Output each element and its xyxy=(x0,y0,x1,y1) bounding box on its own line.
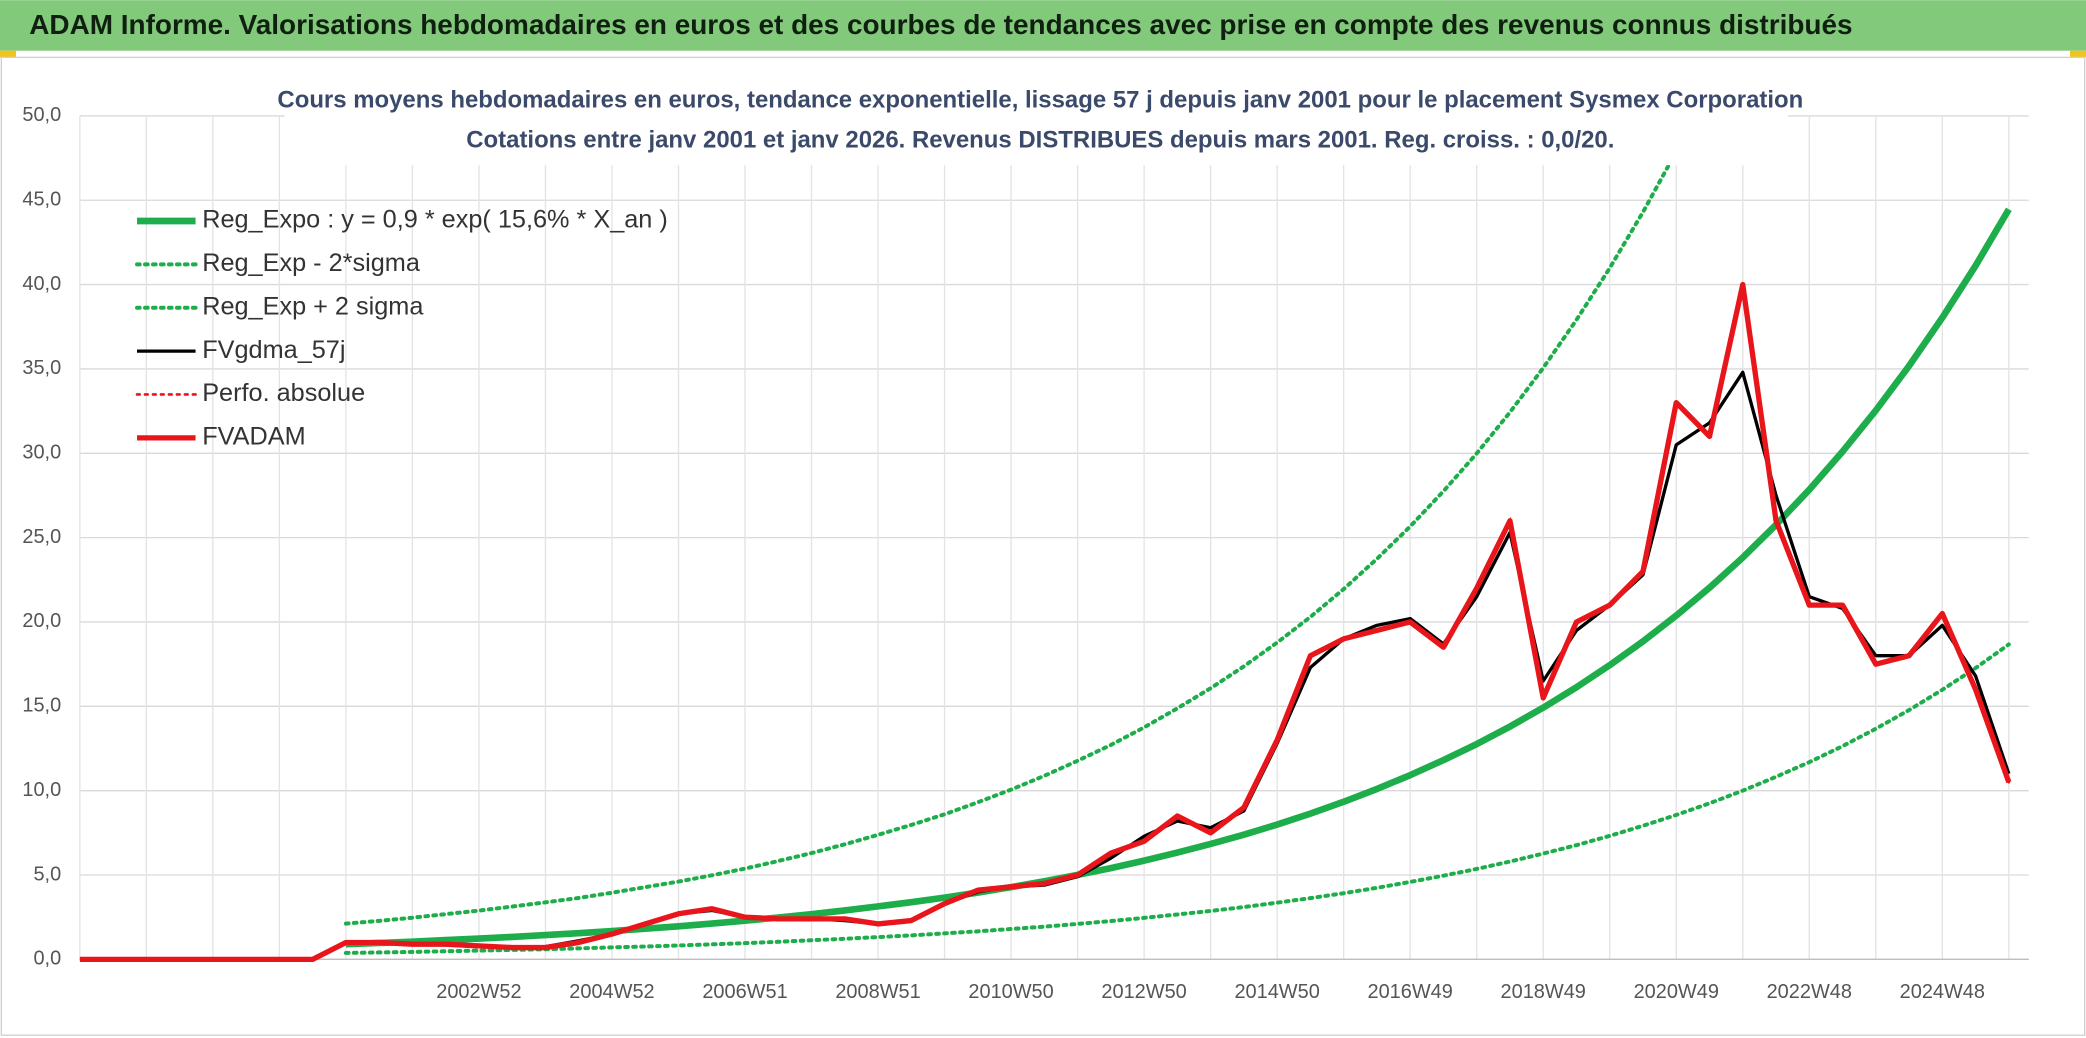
y-tick-label: 5,0 xyxy=(33,863,61,885)
legend-label: Reg_Exp + 2 sigma xyxy=(202,292,424,320)
y-tick-label: 40,0 xyxy=(22,273,61,295)
series-line xyxy=(79,281,2012,963)
legend-label: Reg_Expo : y = 0,9 * exp( 15,6% * X_an ) xyxy=(202,206,668,234)
x-tick-label: 2006W51 xyxy=(702,981,787,1003)
legend-label: Reg_Exp - 2*sigma xyxy=(202,249,421,277)
corner-accent xyxy=(0,50,16,58)
legend: Reg_Expo : y = 0,9 * exp( 15,6% * X_an )… xyxy=(135,206,668,451)
header-bar xyxy=(0,0,2086,51)
x-tick-label: 2024W48 xyxy=(1900,981,1985,1003)
x-tick-label: 2016W49 xyxy=(1367,981,1452,1003)
grid: 0,0 5,0 10,0 15,0 20,0 25,0 30,0 35,0 40,0 45,0 50… xyxy=(22,104,2029,1003)
y-tick-label: 25,0 xyxy=(22,526,61,548)
y-tick-label: 0,0 xyxy=(33,948,61,970)
y-tick-label: 20,0 xyxy=(22,610,61,632)
legend-label: FVgdma_57j xyxy=(202,336,345,364)
chart-subtitle: Cotations entre janv 2001 et janv 2026. … xyxy=(466,127,1614,154)
x-tick-label: 2012W50 xyxy=(1101,981,1186,1003)
chart-border xyxy=(0,56,2086,1036)
x-tick-label: 2008W51 xyxy=(835,981,920,1003)
y-tick-label: 50,0 xyxy=(22,104,61,126)
x-tick-label: 2010W50 xyxy=(968,981,1053,1003)
x-tick-label: 2022W48 xyxy=(1767,981,1852,1003)
y-tick-label: 35,0 xyxy=(22,357,61,379)
x-tick-label: 2002W52 xyxy=(436,981,521,1003)
x-tick-label: 2014W50 xyxy=(1234,981,1319,1003)
series-line xyxy=(343,149,1679,926)
corner-accent xyxy=(2070,50,2086,58)
x-tick-label: 2018W49 xyxy=(1501,981,1586,1003)
plot-area xyxy=(79,149,2012,963)
x-tick-label: 2020W49 xyxy=(1634,981,1719,1003)
x-tick-label: 2004W52 xyxy=(569,981,654,1003)
y-tick-label: 10,0 xyxy=(22,779,61,801)
y-tick-label: 45,0 xyxy=(22,189,61,211)
legend-label: Perfo. absolue xyxy=(202,379,365,407)
chart-title: ADAM Informe. Valorisations hebdomadaire… xyxy=(29,9,1852,40)
legend-label: FVADAM xyxy=(202,423,305,451)
series-line xyxy=(343,642,2011,955)
y-tick-label: 15,0 xyxy=(22,695,61,717)
y-tick-label: 30,0 xyxy=(22,442,61,464)
chart-subtitle: Cours moyens hebdomadaires en euros, ten… xyxy=(277,87,1803,114)
subtitle-box xyxy=(284,79,1789,166)
